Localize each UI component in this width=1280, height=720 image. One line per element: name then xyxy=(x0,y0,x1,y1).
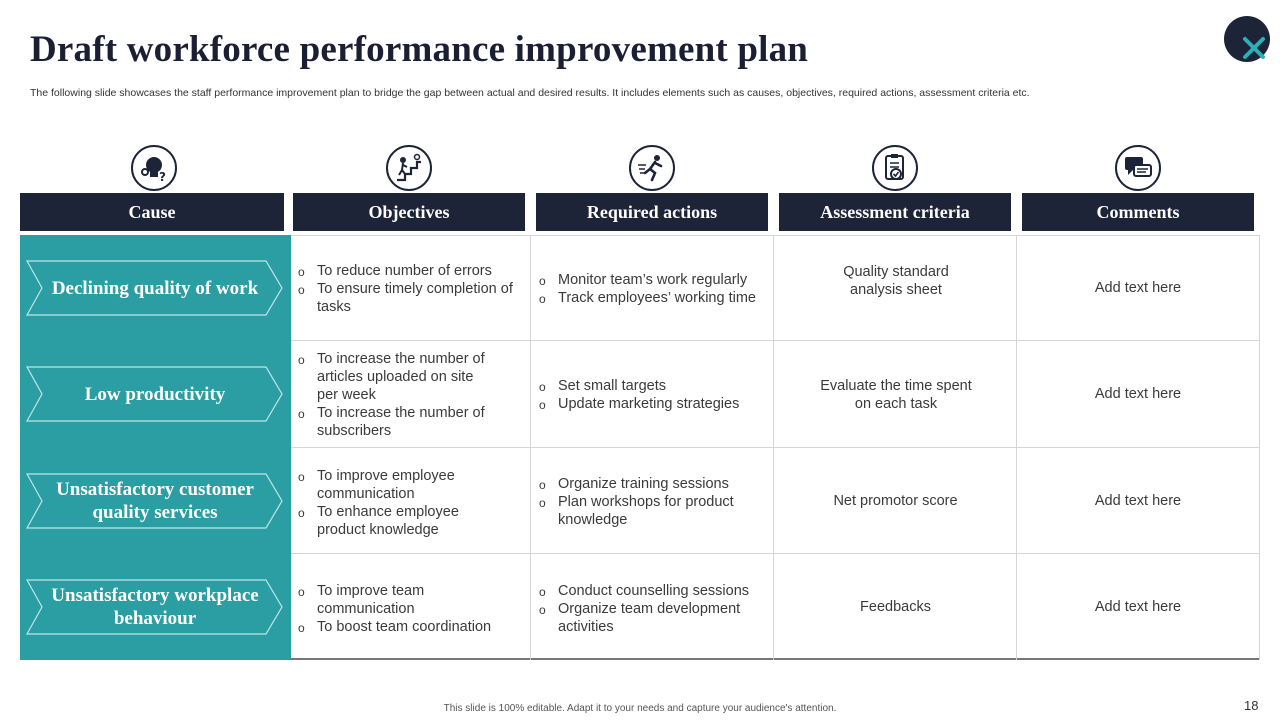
plan-table: To reduce number of errors To ensure tim… xyxy=(291,235,1260,660)
list-item: Set small targets xyxy=(539,377,767,396)
comment-cell: Add text here xyxy=(1094,492,1182,509)
svg-text:?: ? xyxy=(159,170,166,184)
list-item: To increase the number of subscribers xyxy=(298,404,498,440)
objectives-cell: To increase the number of articles uploa… xyxy=(298,350,498,440)
list-item: Plan workshops for product knowledge xyxy=(539,493,739,529)
runner-icon xyxy=(629,145,675,191)
cause-chevron: Declining quality of work xyxy=(26,260,284,316)
clipboard-check-icon xyxy=(872,145,918,191)
cause-label: Low productivity xyxy=(84,383,226,405)
list-item: To improve employee communication xyxy=(298,467,498,503)
list-item: To boost team coordination xyxy=(298,618,498,637)
objectives-cell: To reduce number of errors To ensure tim… xyxy=(298,262,523,316)
actions-cell: Set small targets Update marketing strat… xyxy=(539,377,767,414)
objectives-cell: To improve employee communication To enh… xyxy=(298,467,498,539)
actions-cell: Organize training sessions Plan workshop… xyxy=(539,475,739,529)
list-item: Monitor team’s work regularly xyxy=(539,271,767,290)
list-item: To enhance employee product knowledge xyxy=(298,503,498,539)
cause-column xyxy=(20,235,291,660)
chat-bubbles-icon xyxy=(1115,145,1161,191)
comment-cell: Add text here xyxy=(1094,599,1182,615)
cause-chevron: Low productivity xyxy=(26,366,284,422)
actions-cell: Monitor team’s work regularly Track empl… xyxy=(539,271,767,308)
cause-label: Declining quality of work xyxy=(51,277,259,299)
list-item: Organize team development activities xyxy=(539,600,767,636)
cause-chevron: Unsatisfactory customer quality services xyxy=(26,473,284,529)
comment-cell: Add text here xyxy=(1094,279,1182,296)
list-item: Organize training sessions xyxy=(539,475,739,494)
header-comments: Comments xyxy=(1022,193,1254,231)
close-x-icon xyxy=(1243,37,1265,59)
cause-label: Unsatisfactory workplace behaviour xyxy=(51,585,259,629)
header-assessment-criteria: Assessment criteria xyxy=(779,193,1011,231)
cause-label: Unsatisfactory customer quality services xyxy=(56,479,254,523)
lightbulb-gears-icon: ? xyxy=(131,145,177,191)
list-item: To reduce number of errors xyxy=(298,262,523,281)
criteria-cell: Net promotor score xyxy=(833,492,958,509)
stairs-climb-icon xyxy=(386,145,432,191)
list-item: To ensure timely completion of tasks xyxy=(298,280,523,316)
objectives-cell: To improve team communication To boost t… xyxy=(298,582,498,637)
criteria-cell: Feedbacks xyxy=(860,599,931,615)
list-item: To increase the number of articles uploa… xyxy=(298,350,498,404)
footer-note: This slide is 100% editable. Adapt it to… xyxy=(443,703,837,714)
header-cause: Cause xyxy=(20,193,284,231)
page-number: 18 xyxy=(1244,698,1259,713)
criteria-cell: Evaluate the time spent on each task xyxy=(820,378,972,412)
criteria-cell: Quality standard analysis sheet xyxy=(843,264,949,298)
cause-chevron: Unsatisfactory workplace behaviour xyxy=(26,579,284,635)
list-item: Update marketing strategies xyxy=(539,395,767,414)
header-required-actions: Required actions xyxy=(536,193,768,231)
header-objectives: Objectives xyxy=(293,193,525,231)
page-subtitle: The following slide showcases the staff … xyxy=(30,87,1030,99)
list-item: To improve team communication xyxy=(298,582,498,618)
page-title: Draft workforce performance improvement … xyxy=(30,29,809,70)
list-item: Conduct counselling sessions xyxy=(539,582,767,601)
list-item: Track employees’ working time xyxy=(539,289,767,308)
actions-cell: Conduct counselling sessions Organize te… xyxy=(539,582,767,636)
comment-cell: Add text here xyxy=(1094,386,1182,402)
